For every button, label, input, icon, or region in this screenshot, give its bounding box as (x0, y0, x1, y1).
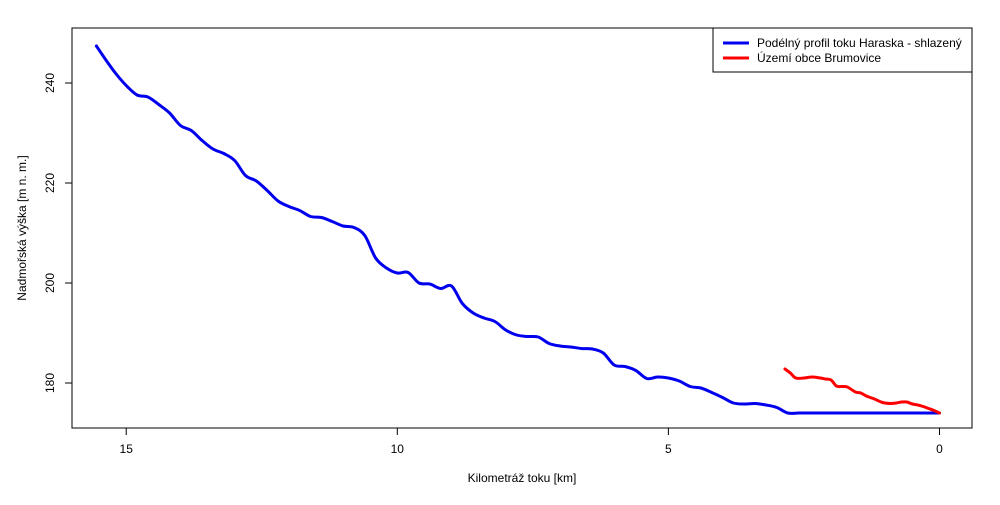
series-line-0 (94, 44, 941, 415)
series-layer (94, 44, 941, 415)
y-tick-label: 220 (43, 173, 57, 193)
legend-label: Podélný profil toku Haraska - shlazený (757, 36, 962, 50)
x-tick-label: 10 (391, 442, 405, 456)
plot-frame (71, 27, 973, 429)
legend: Podélný profil toku Haraska - shlazenýÚz… (712, 27, 973, 73)
legend-box (712, 27, 973, 73)
x-tick-label: 15 (120, 442, 134, 456)
x-axis: 15 10 5 0 (120, 428, 943, 456)
x-axis-label: Kilometráž toku [km] (468, 471, 577, 485)
y-axis-label: Nadmořská výška [m n. m.] (15, 155, 29, 300)
x-tick-label: 0 (936, 442, 943, 456)
x-tick-label: 5 (665, 442, 672, 456)
y-axis: 180 200 220 240 (43, 73, 72, 393)
y-tick-label: 240 (43, 73, 57, 93)
y-tick-label: 200 (43, 273, 57, 293)
series-line-1 (783, 367, 941, 415)
legend-label: Území obce Brumovice (757, 50, 881, 65)
y-tick-label: 180 (43, 373, 57, 393)
